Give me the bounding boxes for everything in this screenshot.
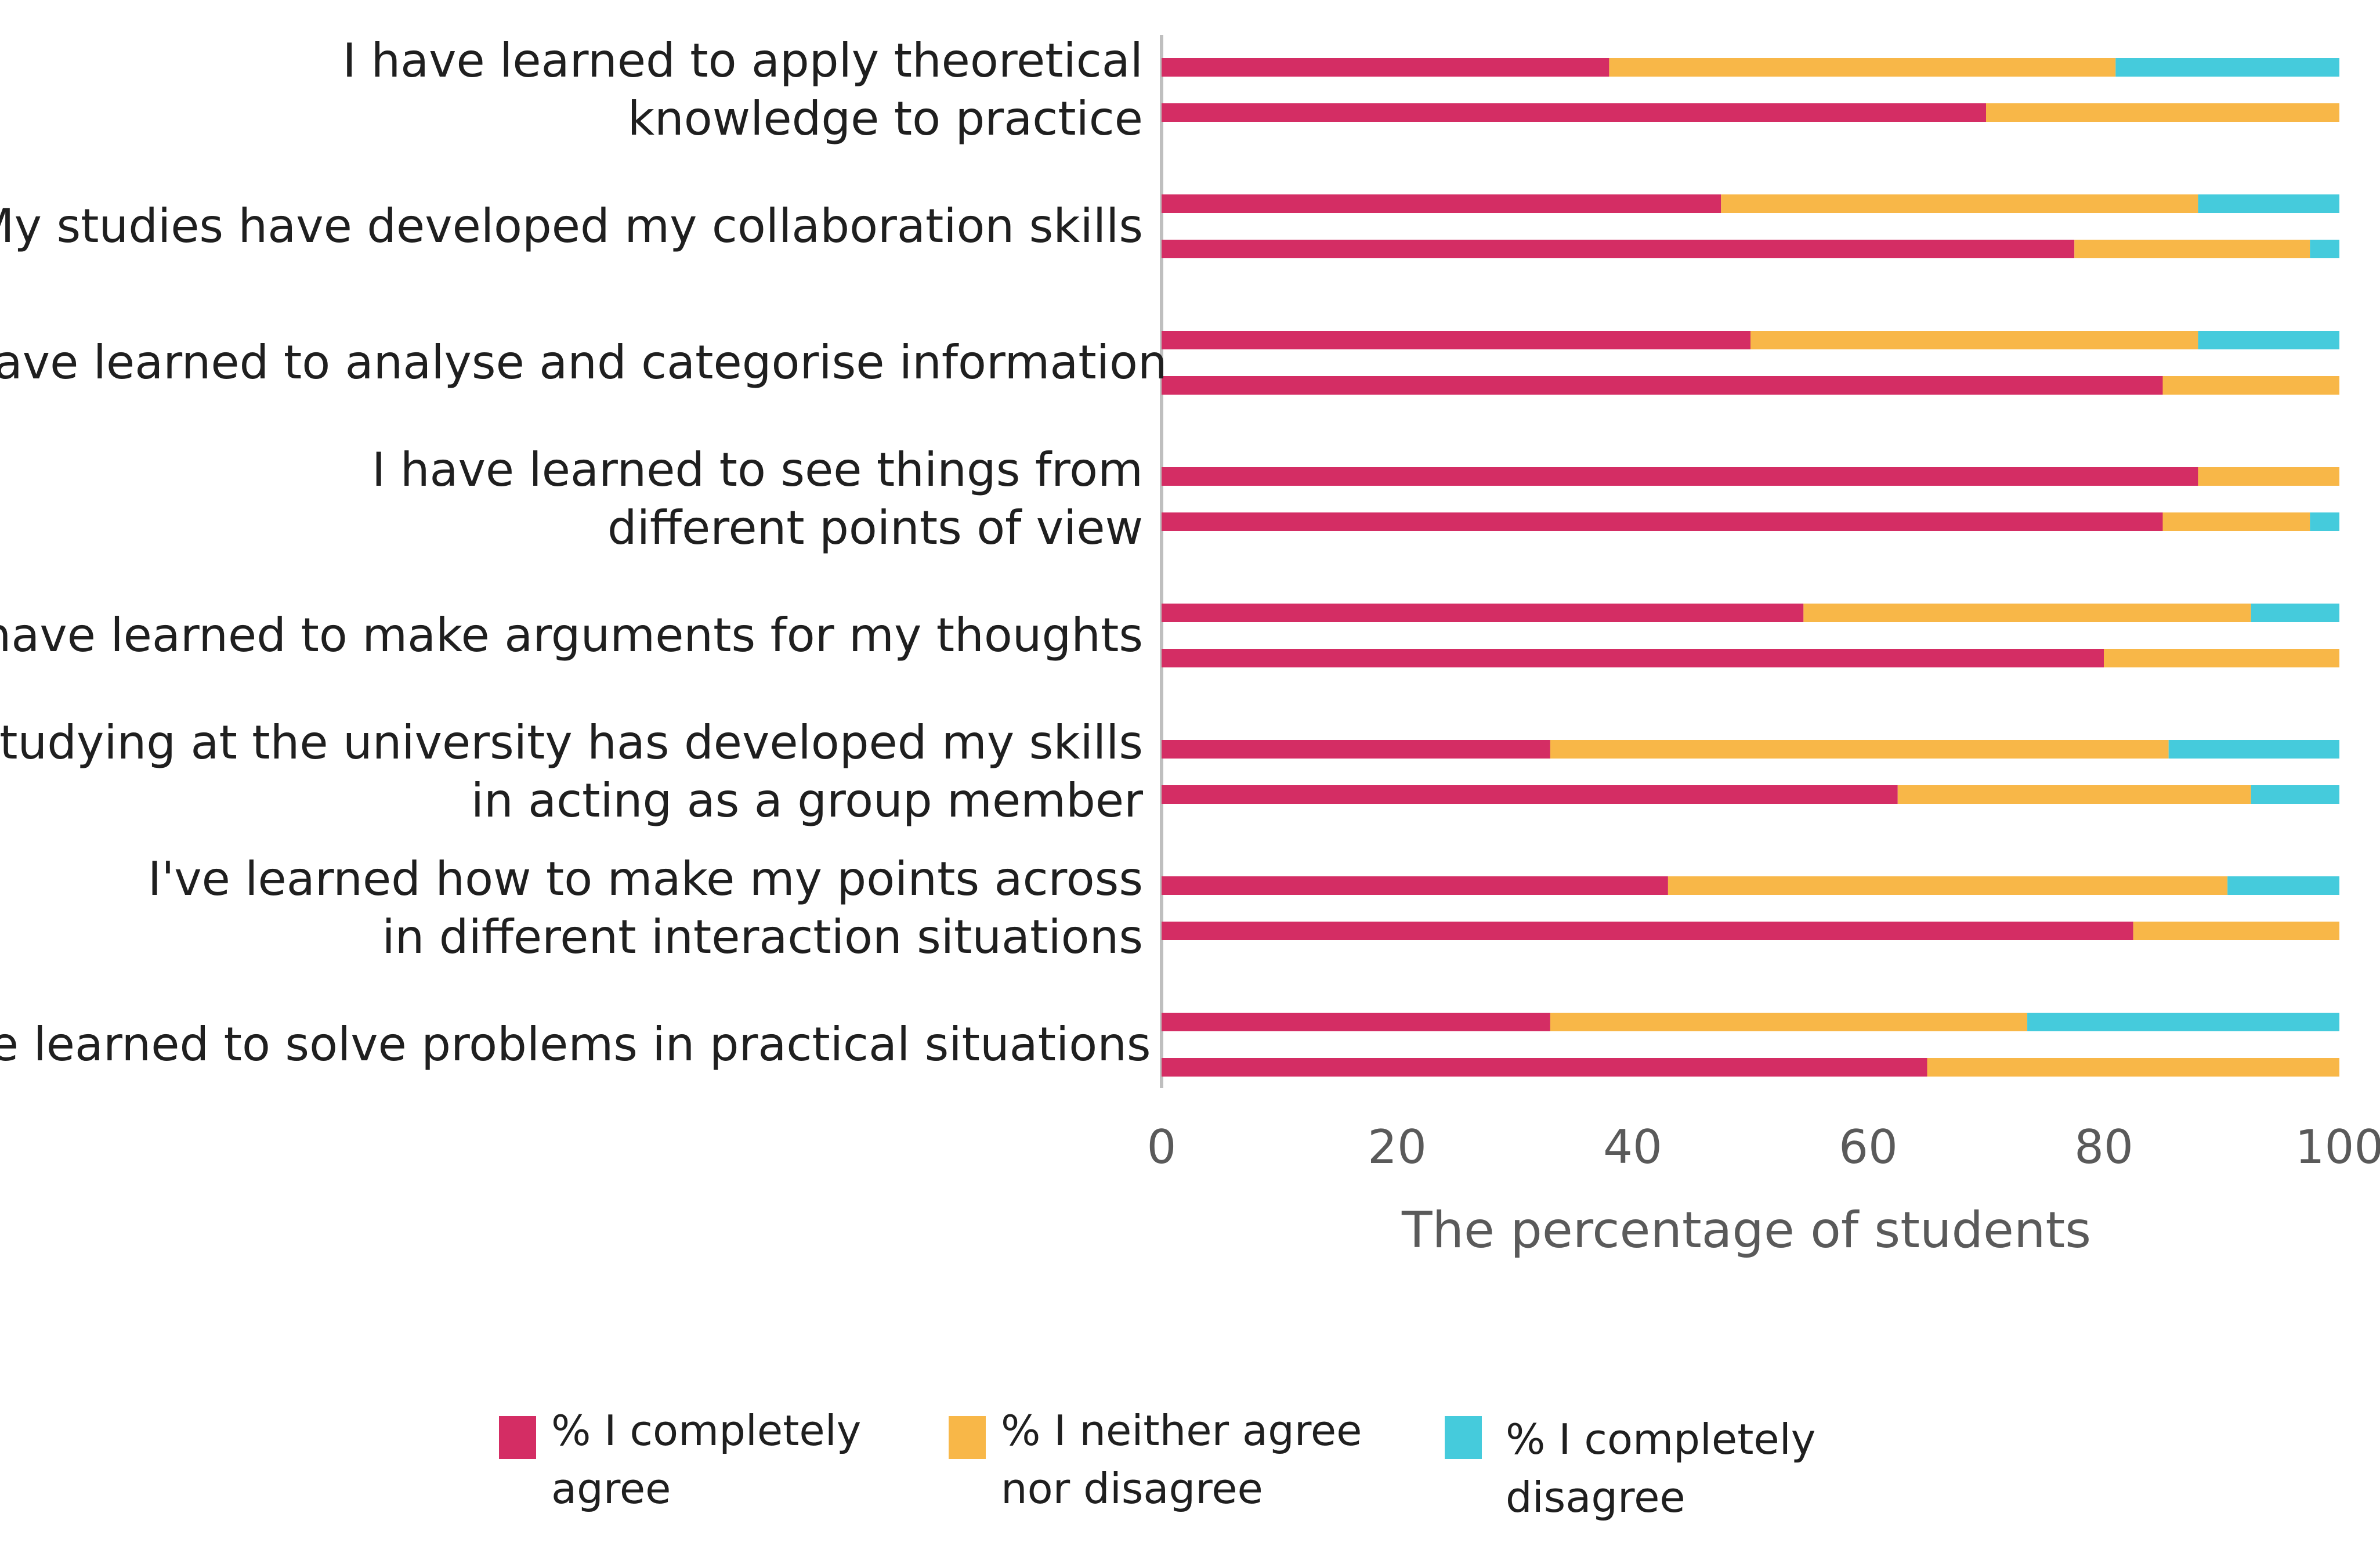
bar-segment-agree-g7-b2 xyxy=(1162,922,2133,940)
bar-segment-disagree-g3-b1 xyxy=(2198,331,2339,349)
bar-segment-neutral-g8-b2 xyxy=(1927,1058,2339,1077)
bar-segment-disagree-g4-b2 xyxy=(2310,512,2339,531)
category-label: I've learned how to make my points acros… xyxy=(0,850,1143,966)
category-label-line: I have learned to analyse and categorise… xyxy=(0,335,1167,389)
bar-segment-neutral-g7-b1 xyxy=(1668,876,2228,895)
bar-segment-neutral-g4-b1 xyxy=(2198,467,2339,486)
category-label: Studying at the university has developed… xyxy=(0,714,1143,830)
bar-segment-neutral-g7-b2 xyxy=(2133,922,2339,940)
legend-label-neutral: % I neither agree nor disagree xyxy=(1001,1402,1362,1518)
bar-segment-neutral-g5-b1 xyxy=(1803,604,2251,622)
bar-segment-agree-g1-b1 xyxy=(1162,58,1609,77)
bar-segment-neutral-g1-b1 xyxy=(1609,58,2116,77)
bar-segment-disagree-g7-b1 xyxy=(2227,876,2339,895)
bar-segment-neutral-g3-b1 xyxy=(1750,331,2198,349)
x-tick-label: 0 xyxy=(1146,1120,1177,1174)
legend-label-line: disagree xyxy=(1506,1473,1685,1522)
bar-segment-disagree-g8-b1 xyxy=(2027,1013,2339,1031)
category-label: I have learned to make arguments for my … xyxy=(0,606,1143,665)
category-label-line: I've learned to solve problems in practi… xyxy=(0,1017,1151,1071)
bar-segment-disagree-g5-b1 xyxy=(2251,604,2339,622)
legend-label-line: % I neither agree xyxy=(1001,1406,1362,1455)
bar-segment-agree-g6-b2 xyxy=(1162,785,1898,804)
x-tick-label: 20 xyxy=(1368,1120,1427,1174)
legend-swatch-disagree xyxy=(1445,1416,1482,1459)
bar-segment-agree-g7-b1 xyxy=(1162,876,1668,895)
category-label-line: My studies have developed my collaborati… xyxy=(0,199,1143,253)
category-label: I have learned to analyse and categorise… xyxy=(0,334,1167,392)
category-label-line: in acting as a group member xyxy=(471,774,1143,828)
bar-segment-agree-g3-b2 xyxy=(1162,376,2163,395)
legend-swatch-agree xyxy=(499,1416,536,1459)
bar-segment-agree-g2-b2 xyxy=(1162,240,2075,258)
bar-segment-disagree-g2-b1 xyxy=(2198,194,2339,213)
category-label-line: I've learned how to make my points acros… xyxy=(147,852,1143,906)
bar-segment-disagree-g1-b1 xyxy=(2115,58,2339,77)
bar-segment-disagree-g6-b2 xyxy=(2251,785,2339,804)
x-axis-title: The percentage of students xyxy=(1401,1201,2092,1259)
bar-segment-neutral-g4-b2 xyxy=(2162,512,2310,531)
legend-label-line: agree xyxy=(551,1464,671,1513)
bar-segment-agree-g8-b1 xyxy=(1162,1013,1550,1031)
category-label-line: I have learned to see things from xyxy=(371,443,1143,497)
bar-segment-neutral-g2-b1 xyxy=(1721,194,2198,213)
bar-segment-disagree-g6-b1 xyxy=(2168,740,2339,759)
legend-label-disagree: % I completely disagree xyxy=(1506,1410,1815,1526)
legend-label-line: nor disagree xyxy=(1001,1464,1263,1513)
x-tick-label: 80 xyxy=(2074,1120,2133,1174)
category-label-line: I have learned to apply theoretical xyxy=(342,34,1143,88)
legend-swatch-neutral xyxy=(949,1416,986,1459)
category-label: I have learned to apply theoretical knowl… xyxy=(0,32,1143,148)
bar-segment-neutral-g6-b2 xyxy=(1897,785,2251,804)
x-tick-label: 40 xyxy=(1603,1120,1662,1174)
bar-segment-neutral-g5-b2 xyxy=(2104,649,2339,667)
category-label: My studies have developed my collaborati… xyxy=(0,197,1143,255)
bar-segment-neutral-g8-b1 xyxy=(1550,1013,2028,1031)
bar-segment-agree-g4-b1 xyxy=(1162,467,2198,486)
legend-label-agree: % I completely agree xyxy=(551,1402,861,1518)
x-tick-label: 100 xyxy=(2295,1120,2380,1174)
category-label: I've learned to solve problems in practi… xyxy=(0,1016,1151,1074)
bar-segment-agree-g2-b1 xyxy=(1162,194,1721,213)
x-tick-label: 60 xyxy=(1839,1120,1898,1174)
legend-label-line: % I completely xyxy=(551,1406,862,1455)
category-label-line: I have learned to make arguments for my … xyxy=(0,608,1143,662)
bar-segment-neutral-g3-b2 xyxy=(2162,376,2339,395)
legend-label-line: % I completely xyxy=(1506,1415,1816,1464)
bar-segment-agree-g4-b2 xyxy=(1162,512,2163,531)
category-label-line: in different interaction situations xyxy=(382,910,1143,964)
bar-segment-agree-g5-b1 xyxy=(1162,604,1804,622)
bar-segment-neutral-g2-b2 xyxy=(2074,240,2310,258)
category-label: I have learned to see things from differe… xyxy=(0,441,1143,557)
bar-segment-agree-g8-b2 xyxy=(1162,1058,1927,1077)
bar-segment-agree-g5-b2 xyxy=(1162,649,2104,667)
bar-segment-agree-g6-b1 xyxy=(1162,740,1550,759)
category-label-line: Studying at the university has developed… xyxy=(0,716,1143,770)
bar-segment-neutral-g1-b2 xyxy=(1986,103,2339,122)
bar-segment-agree-g1-b2 xyxy=(1162,103,1986,122)
bar-segment-neutral-g6-b1 xyxy=(1550,740,2169,759)
category-label-line: knowledge to practice xyxy=(627,92,1143,146)
bar-segment-agree-g3-b1 xyxy=(1162,331,1750,349)
category-label-line: different points of view xyxy=(607,501,1143,555)
bar-segment-disagree-g2-b2 xyxy=(2310,240,2339,258)
